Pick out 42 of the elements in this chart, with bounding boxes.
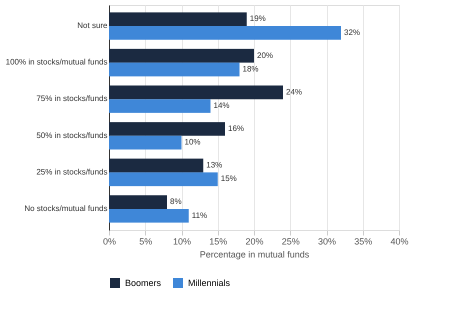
bar: [109, 136, 182, 150]
bar: [109, 48, 254, 63]
data-label: 18%: [242, 64, 259, 74]
legend-label: Millennials: [188, 278, 231, 288]
data-label: 32%: [344, 28, 360, 37]
x-tick-label: 5%: [139, 236, 152, 246]
x-tick-label: 0%: [102, 236, 116, 246]
data-label: 19%: [250, 14, 266, 24]
bar: [109, 99, 210, 113]
data-label: 13%: [206, 160, 222, 170]
bar: [109, 62, 240, 76]
y-tick-label: 100% in stocks/mutual funds: [6, 58, 108, 67]
data-label: 24%: [286, 87, 302, 96]
data-label: 14%: [214, 101, 230, 110]
bar: [109, 172, 218, 186]
y-tick-label: 25% in stocks/funds: [36, 167, 108, 176]
x-tick-label: 40%: [390, 236, 409, 246]
x-tick-label: 15%: [209, 236, 228, 246]
bar: [109, 195, 167, 209]
bar: [109, 158, 204, 172]
bar: [109, 26, 341, 40]
bar: [109, 85, 283, 100]
bar: [109, 122, 225, 136]
x-tick-label: 20%: [245, 236, 264, 246]
y-tick-label: 50% in stocks/funds: [36, 130, 108, 140]
y-tick-label: Not sure: [77, 21, 108, 30]
data-label: 20%: [257, 50, 274, 60]
x-axis-title: Percentage in mutual funds: [200, 250, 310, 260]
y-tick-label: No stocks/mutual funds: [24, 204, 108, 213]
x-tick-label: 25%: [282, 236, 300, 246]
bar: [109, 12, 247, 26]
data-label: 15%: [220, 174, 237, 184]
data-label: 8%: [170, 197, 182, 206]
bar: [109, 208, 189, 223]
y-tick-label: 75% in stocks/funds: [36, 94, 108, 104]
data-label: 16%: [228, 124, 244, 133]
data-label: 10%: [184, 138, 201, 147]
legend-label: Boomers: [125, 278, 162, 288]
x-tick-label: 10%: [172, 236, 192, 246]
data-label: 11%: [192, 210, 208, 220]
x-tick-label: 35%: [354, 236, 372, 246]
x-tick-label: 30%: [318, 236, 336, 246]
